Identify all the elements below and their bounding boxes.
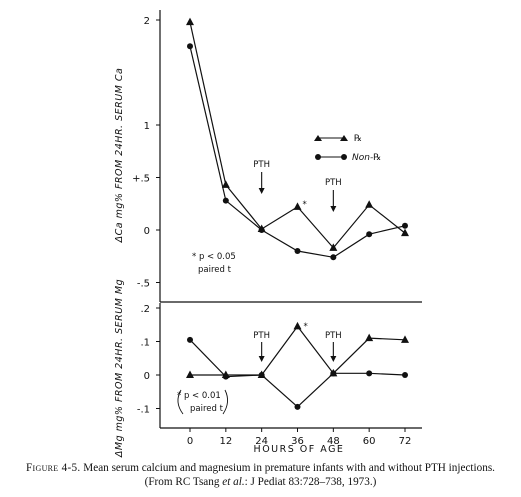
x-axis-title: HOURS OF AGE [254, 444, 345, 455]
significance-note: * p < 0.05 [192, 252, 236, 262]
calcium-y-tick-label: 0 [144, 226, 150, 237]
caption-source-prefix: (From RC Tsang [144, 476, 223, 488]
magnesium-y-tick-label: .1 [140, 338, 150, 349]
pth-arrow-head [330, 356, 337, 362]
x-tick-label: 12 [219, 436, 232, 447]
significance-star: * [303, 200, 307, 210]
magnesium-y-tick-label: 0 [144, 371, 150, 382]
calcium-non-rx-point [222, 197, 229, 204]
significance-bracket-right [222, 389, 228, 415]
calcium-rx-series-line [189, 21, 406, 249]
x-tick-label: 0 [187, 436, 193, 447]
pth-label: PTH [253, 160, 270, 170]
magnesium-non-rx-point [294, 403, 301, 410]
pth-label: PTH [325, 331, 342, 341]
x-tick-label: 60 [363, 436, 376, 447]
x-tick-label: 24 [255, 436, 268, 447]
calcium-non-rx-point [258, 227, 265, 233]
magnesium-rx-series-line [190, 325, 406, 376]
calcium-non-rx-point [402, 222, 408, 229]
magnesium-non-rx-point [187, 336, 193, 343]
significance-bracket-left [177, 389, 184, 415]
magnesium-rx-point [186, 370, 194, 378]
magnesium-rx-point [293, 321, 302, 330]
caption-text: Mean serum calcium and magnesium in prem… [83, 462, 495, 474]
pth-label: PTH [253, 331, 270, 341]
calcium-rx-point [401, 228, 409, 237]
magnesium-panel: ΔMg mg% FROM 24HR. SERUM Mg .2 .1 0 -.1 0 12… [114, 279, 422, 458]
calcium-y-tick-label: 1 [144, 121, 150, 132]
figure-caption: Figure 4-5. Mean serum calcium and magne… [0, 461, 521, 489]
calcium-non-rx-series-line [189, 46, 406, 258]
calcium-rx-point [365, 200, 374, 208]
calcium-y-tick-label: -.5 [137, 279, 150, 290]
legend-label-non-rx: Non-℞ [352, 153, 381, 163]
magnesium-non-rx-point [330, 370, 337, 377]
legend: ℞ Non-℞ [314, 134, 381, 163]
significance-star: * [304, 322, 308, 332]
caption-label: Figure 4-5. [26, 462, 81, 474]
pth-arrow-head [330, 206, 337, 212]
magnesium-non-rx-point [366, 370, 373, 377]
calcium-non-rx-point [366, 231, 373, 238]
legend-triangle-marker [340, 135, 348, 141]
magnesium-y-tick-label: .2 [140, 304, 150, 315]
calcium-non-rx-point [330, 254, 337, 261]
calcium-panel: ΔCa mg% FROM 24HR. SERUM Ca 2 1 +.5 0 -.5 PT… [114, 10, 422, 303]
calcium-y-tick-label: +.5 [132, 174, 150, 185]
caption-source-etal: et al. [222, 476, 245, 488]
pth-arrow-head [258, 356, 265, 362]
magnesium-rx-point [365, 333, 374, 342]
caption-source-suffix: : J Pediat 83:728–738, 1973.) [244, 476, 377, 488]
magnesium-rx-point [401, 335, 409, 343]
calcium-rx-point [221, 180, 230, 188]
calcium-y-tick-label: 2 [144, 16, 150, 27]
significance-note: * p < 0.01 [177, 391, 221, 401]
pth-arrow-head [258, 188, 265, 194]
x-tick-label: 72 [399, 436, 412, 447]
magnesium-non-rx-point [258, 372, 265, 378]
significance-note: paired t [190, 404, 224, 414]
calcium-rx-point [293, 202, 302, 210]
magnesium-y-tick-label: -.1 [137, 405, 150, 416]
calcium-non-rx-point [187, 43, 193, 50]
legend-label-rx: ℞ [354, 134, 362, 144]
magnesium-non-rx-point [402, 372, 408, 378]
pth-label: PTH [325, 178, 342, 188]
x-tick-label: 36 [291, 436, 304, 447]
magnesium-non-rx-series-line [189, 339, 406, 408]
calcium-y-axis-title: ΔCa mg% FROM 24HR. SERUM Ca [114, 68, 125, 244]
calcium-rx-point [329, 243, 338, 251]
magnesium-non-rx-point [222, 373, 229, 380]
legend-circle-marker [341, 154, 347, 160]
x-tick-label: 48 [327, 436, 340, 447]
significance-note: paired t [198, 265, 232, 275]
magnesium-y-axis-title: ΔMg mg% FROM 24HR. SERUM Mg [114, 279, 125, 458]
calcium-non-rx-point [294, 248, 301, 254]
calcium-rx-point [186, 17, 194, 26]
